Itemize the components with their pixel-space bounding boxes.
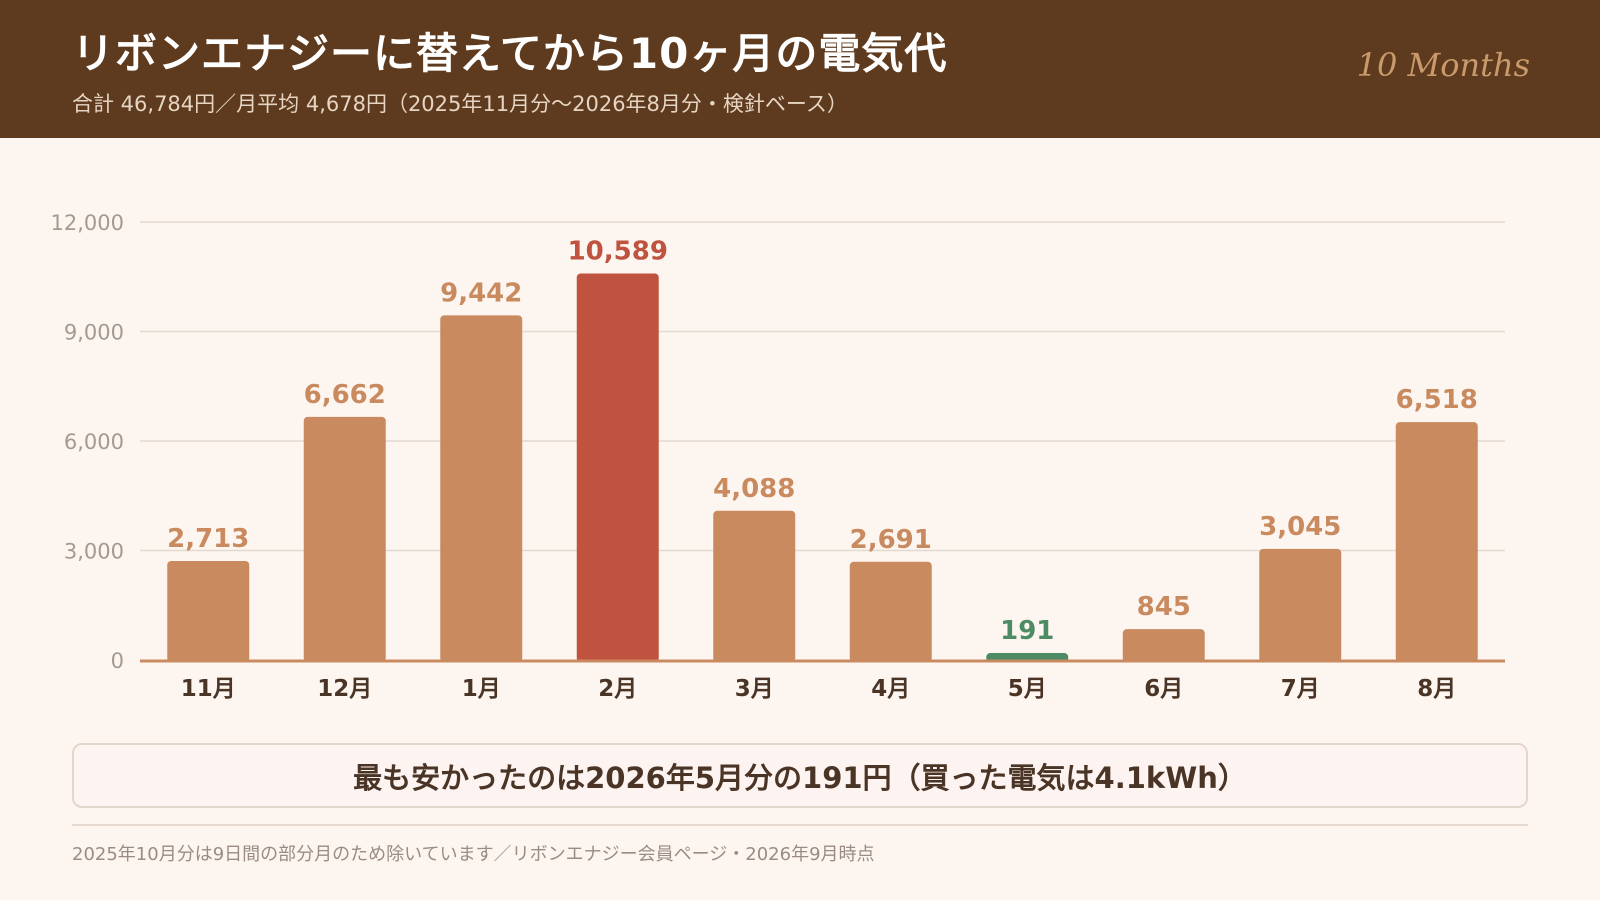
- bar: [303, 416, 386, 662]
- bar: [849, 561, 932, 662]
- footnote: 2025年10月分は9日間の部分月のため除いています／リボンエナジー会員ページ・…: [72, 844, 875, 865]
- bar: [1122, 629, 1205, 662]
- bar-value-label: 9,442: [440, 278, 522, 308]
- x-tick-label: 1月: [462, 676, 501, 702]
- page-subtitle: 合計 46,784円／月平均 4,678円（2025年11月分〜2026年8月分…: [72, 92, 848, 116]
- y-tick-label: 6,000: [64, 430, 124, 454]
- bar: [167, 560, 250, 662]
- x-tick-label: 5月: [1008, 676, 1047, 702]
- x-tick-label: 6月: [1144, 676, 1183, 702]
- y-tick-label: 12,000: [51, 211, 124, 235]
- x-tick-label: 4月: [871, 676, 910, 702]
- header-bar: リボンエナジーに替えてから10ヶ月の電気代 合計 46,784円／月平均 4,6…: [0, 0, 1600, 138]
- x-tick-label: 8月: [1417, 676, 1456, 702]
- x-tick-label: 7月: [1281, 676, 1320, 702]
- bar: [440, 315, 523, 662]
- y-tick-label: 0: [111, 649, 124, 673]
- bar-value-label: 3,045: [1259, 512, 1341, 542]
- bar-value-label: 2,691: [850, 525, 932, 555]
- bar-value-label: 6,518: [1396, 385, 1478, 415]
- y-tick-label: 3,000: [64, 540, 124, 564]
- callout-text: 最も安かったのは2026年5月分の191円（買った電気は4.1kWh）: [353, 760, 1247, 795]
- lowest-month-callout: 最も安かったのは2026年5月分の191円（買った電気は4.1kWh）: [72, 743, 1528, 808]
- bar-value-label: 191: [1000, 616, 1054, 646]
- x-tick-label: 3月: [735, 676, 774, 702]
- bar-value-label: 6,662: [304, 380, 386, 410]
- bar-value-label: 10,589: [568, 237, 668, 267]
- divider: [72, 824, 1528, 826]
- y-tick-label: 9,000: [64, 321, 124, 345]
- x-tick-label: 11月: [181, 676, 236, 702]
- page-title: リボンエナジーに替えてから10ヶ月の電気代: [72, 29, 948, 78]
- bar: [1259, 548, 1342, 662]
- electricity-cost-bar-chart: 0 3,000 6,000 9,000 12,000 2,713 11月 6,662 12月 9,…: [51, 211, 1505, 702]
- x-tick-label: 12月: [317, 676, 372, 702]
- bar-value-label: 4,088: [713, 474, 795, 504]
- bar: [1395, 422, 1478, 662]
- bar: [713, 510, 796, 662]
- period-badge: 10 Months: [1356, 46, 1530, 84]
- bar-value-label: 845: [1137, 592, 1191, 622]
- x-tick-label: 2月: [598, 676, 637, 702]
- bar-value-label: 2,713: [167, 524, 249, 554]
- bar: [576, 273, 659, 662]
